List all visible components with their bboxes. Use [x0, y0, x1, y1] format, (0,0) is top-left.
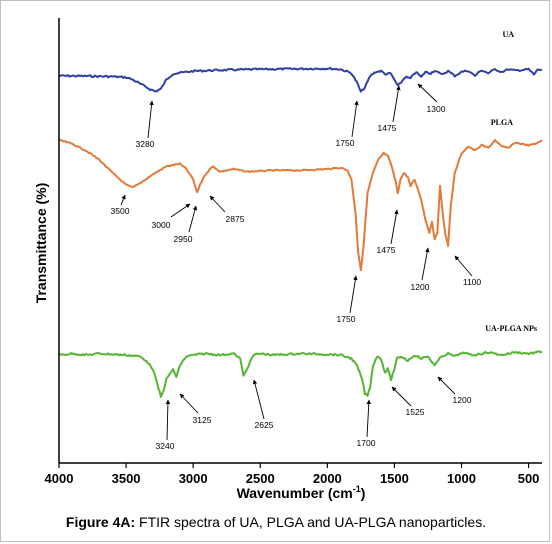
series-layer	[58, 66, 543, 398]
x-tick-label: 2500	[246, 471, 275, 486]
figure-caption: Figure 4A: FTIR spectra of UA, PLGA and …	[0, 514, 552, 530]
peak-arrow	[417, 83, 438, 103]
peak-arrow	[454, 255, 473, 277]
peak-arrow	[179, 393, 199, 414]
x-axis-title-superscript: -1	[353, 484, 361, 494]
peak-label: 1750	[336, 138, 355, 148]
peak-arrow	[392, 85, 401, 123]
peak-label: 1200	[453, 395, 472, 405]
x-tick-label: 500	[518, 471, 540, 486]
peak-arrow	[120, 194, 126, 206]
x-axis-title-close: )	[361, 485, 366, 501]
peak-label: 3125	[193, 415, 212, 425]
x-tick-label: 1000	[447, 471, 476, 486]
axis-layer: Transmittance (%) Wavenumber (cm-1) 4000…	[33, 18, 542, 501]
y-axis-title: Transmittance (%)	[33, 183, 49, 304]
peak-arrow	[252, 379, 265, 420]
peak-label: 2625	[255, 420, 274, 430]
x-axis-title: Wavenumber (cm-1)	[237, 484, 366, 501]
peak-label: 3000	[152, 220, 171, 230]
peak-label: 1475	[378, 123, 397, 133]
series-line-ua-plga-nps	[58, 350, 543, 398]
peak-arrow	[391, 386, 412, 407]
caption-text: FTIR spectra of UA, PLGA and UA-PLGA nan…	[135, 514, 487, 530]
x-tick-label: 3000	[179, 471, 208, 486]
peak-arrow	[421, 247, 430, 281]
peak-label: 1300	[427, 104, 446, 114]
series-label: PLGA	[491, 118, 513, 127]
peak-label: 1700	[357, 438, 376, 448]
x-tick-label: 2000	[313, 471, 342, 486]
peak-label: 3280	[136, 139, 155, 149]
peak-arrow	[349, 275, 358, 314]
series-line-plga	[58, 138, 543, 272]
peak-label: 1750	[337, 314, 356, 324]
x-tick-label: 3500	[112, 471, 141, 486]
peak-arrow	[351, 100, 359, 138]
series-label: UA	[502, 30, 514, 39]
peak-arrow	[147, 100, 154, 139]
peak-label: 3240	[156, 441, 175, 451]
peak-label: 1200	[411, 282, 430, 292]
peak-arrow	[209, 195, 226, 213]
peak-arrow	[188, 205, 198, 233]
peak-label: 1100	[463, 277, 482, 287]
x-tick-label: 4000	[45, 471, 74, 486]
peak-label: 1525	[406, 407, 425, 417]
peak-arrow	[170, 203, 191, 218]
peak-arrow	[165, 399, 171, 441]
x-tick-label: 1500	[380, 471, 409, 486]
peak-arrow	[390, 209, 399, 245]
peak-arrow	[366, 399, 372, 438]
peak-label: 2875	[226, 214, 245, 224]
peak-label: 2950	[174, 234, 193, 244]
peak-label: 3500	[111, 206, 130, 216]
caption-label: Figure 4A:	[65, 514, 136, 530]
peak-arrow	[437, 376, 456, 395]
series-line-ua	[58, 66, 543, 93]
peak-label: 1475	[377, 245, 396, 255]
series-label: UA-PLGA NPs	[485, 324, 537, 333]
